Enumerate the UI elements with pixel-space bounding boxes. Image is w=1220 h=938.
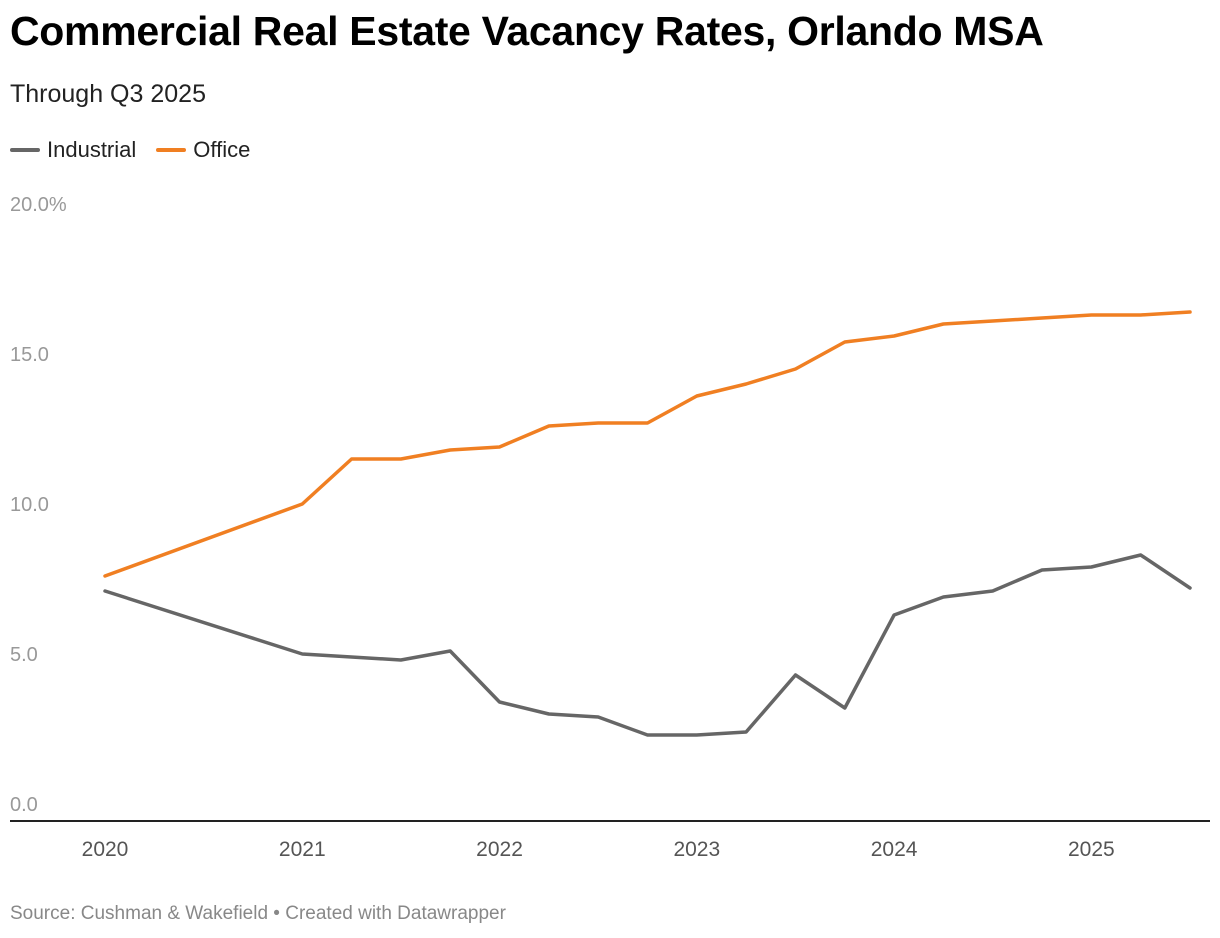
legend-item-office[interactable]: Office bbox=[156, 137, 250, 163]
legend-swatch-industrial bbox=[10, 148, 40, 152]
legend-label-industrial: Industrial bbox=[47, 137, 137, 162]
chart-title: Commercial Real Estate Vacancy Rates, Or… bbox=[10, 8, 1044, 54]
legend-swatch-office bbox=[156, 148, 187, 152]
x-tick-label: 2023 bbox=[673, 838, 720, 861]
series-line-industrial bbox=[103, 553, 1192, 737]
y-tick-label: 0.0 bbox=[10, 794, 38, 816]
y-tick-label: 10.0 bbox=[10, 494, 49, 516]
x-tick-label: 2020 bbox=[82, 838, 129, 861]
line-chart: 0.0 5.0 10.0 15.0 20.0% 2020 2021 2022 2023 2024 2… bbox=[10, 194, 1210, 861]
y-tick-label: 15.0 bbox=[10, 344, 49, 366]
x-tick-label: 2025 bbox=[1068, 838, 1115, 861]
source-note: Source: Cushman & Wakefield • Created wi… bbox=[10, 903, 506, 924]
chart-subtitle: Through Q3 2025 bbox=[10, 80, 206, 108]
x-tick-label: 2024 bbox=[871, 838, 918, 861]
y-tick-label: 5.0 bbox=[10, 644, 38, 666]
x-tick-label: 2022 bbox=[476, 838, 523, 861]
legend: Industrial Office bbox=[10, 137, 270, 163]
y-tick-label: 20.0% bbox=[10, 194, 67, 216]
series-line-office bbox=[103, 310, 1192, 578]
legend-label-office: Office bbox=[193, 137, 251, 162]
legend-item-industrial[interactable]: Industrial bbox=[10, 137, 136, 163]
x-tick-label: 2021 bbox=[279, 838, 326, 861]
